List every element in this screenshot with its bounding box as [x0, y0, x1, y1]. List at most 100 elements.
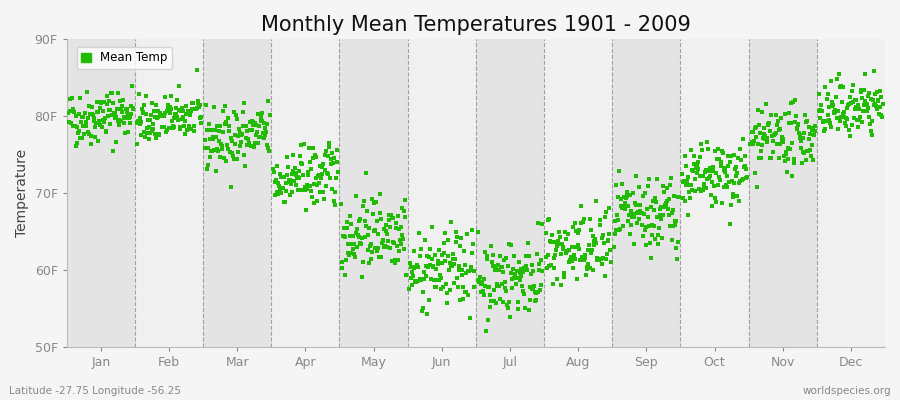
Point	[694, 141, 708, 147]
Point	[824, 124, 838, 130]
Point	[852, 116, 867, 123]
Point	[68, 122, 82, 129]
Point	[626, 190, 640, 196]
Point	[699, 185, 714, 192]
Text: worldspecies.org: worldspecies.org	[803, 386, 891, 396]
Point	[658, 202, 672, 208]
Point	[387, 240, 401, 246]
Point	[518, 252, 533, 259]
Point	[487, 286, 501, 293]
Point	[500, 288, 514, 295]
Point	[211, 123, 225, 129]
Point	[96, 108, 111, 114]
Point	[539, 229, 554, 236]
Point	[84, 132, 98, 139]
Point	[843, 133, 858, 139]
Point	[66, 123, 80, 129]
Point	[805, 127, 819, 134]
Point	[678, 152, 692, 159]
Point	[474, 289, 489, 295]
Point	[432, 277, 446, 283]
Point	[205, 148, 220, 154]
Point	[707, 148, 722, 154]
Point	[763, 112, 778, 119]
Point	[176, 108, 190, 114]
Point	[212, 128, 227, 134]
Point	[838, 115, 852, 121]
Point	[320, 170, 334, 176]
Point	[459, 288, 473, 295]
Point	[734, 146, 748, 152]
Point	[629, 172, 643, 179]
Point	[175, 116, 189, 122]
Point	[335, 259, 349, 265]
Point	[102, 98, 116, 104]
Point	[369, 198, 383, 205]
Point	[223, 149, 238, 155]
Point	[362, 225, 376, 231]
Point	[757, 130, 771, 137]
Point	[396, 208, 410, 214]
Point	[590, 257, 605, 263]
Point	[218, 102, 232, 109]
Point	[631, 183, 645, 190]
Point	[283, 192, 297, 198]
Point	[409, 279, 423, 286]
Point	[91, 108, 105, 115]
Point	[636, 210, 651, 217]
Point	[507, 274, 521, 281]
Point	[88, 123, 103, 130]
Point	[149, 114, 164, 121]
Point	[382, 245, 397, 251]
Point	[593, 217, 608, 224]
Point	[457, 248, 472, 254]
Point	[662, 182, 677, 188]
Point	[138, 134, 152, 141]
Point	[807, 123, 822, 130]
Point	[212, 122, 227, 129]
Point	[252, 134, 266, 140]
Point	[392, 248, 407, 254]
Point	[777, 152, 791, 159]
Point	[523, 296, 537, 303]
Point	[819, 118, 833, 124]
Point	[443, 287, 457, 294]
Point	[843, 100, 858, 106]
Point	[758, 132, 772, 139]
Point	[476, 288, 491, 294]
Point	[640, 182, 654, 189]
Point	[573, 220, 588, 226]
Point	[248, 120, 263, 126]
Point	[441, 253, 455, 260]
Point	[488, 267, 502, 273]
Point	[866, 97, 880, 103]
Point	[466, 268, 481, 274]
Point	[191, 98, 205, 105]
Point	[486, 262, 500, 269]
Point	[461, 292, 475, 298]
Point	[609, 212, 624, 218]
Point	[508, 280, 523, 287]
Point	[769, 112, 783, 118]
Point	[850, 117, 864, 124]
Point	[681, 182, 696, 188]
Point	[662, 212, 676, 218]
Point	[498, 285, 512, 291]
Point	[876, 100, 890, 107]
Point	[656, 189, 670, 196]
Point	[595, 235, 609, 242]
Point	[710, 145, 724, 152]
Point	[679, 163, 693, 170]
Point	[584, 250, 598, 256]
Point	[255, 118, 269, 124]
Point	[513, 276, 527, 283]
Point	[219, 119, 233, 126]
Point	[456, 296, 471, 302]
Point	[380, 244, 394, 250]
Point	[871, 97, 886, 104]
Point	[109, 114, 123, 120]
Point	[785, 140, 799, 146]
Point	[517, 291, 531, 298]
Point	[688, 165, 703, 171]
Point	[773, 141, 788, 147]
